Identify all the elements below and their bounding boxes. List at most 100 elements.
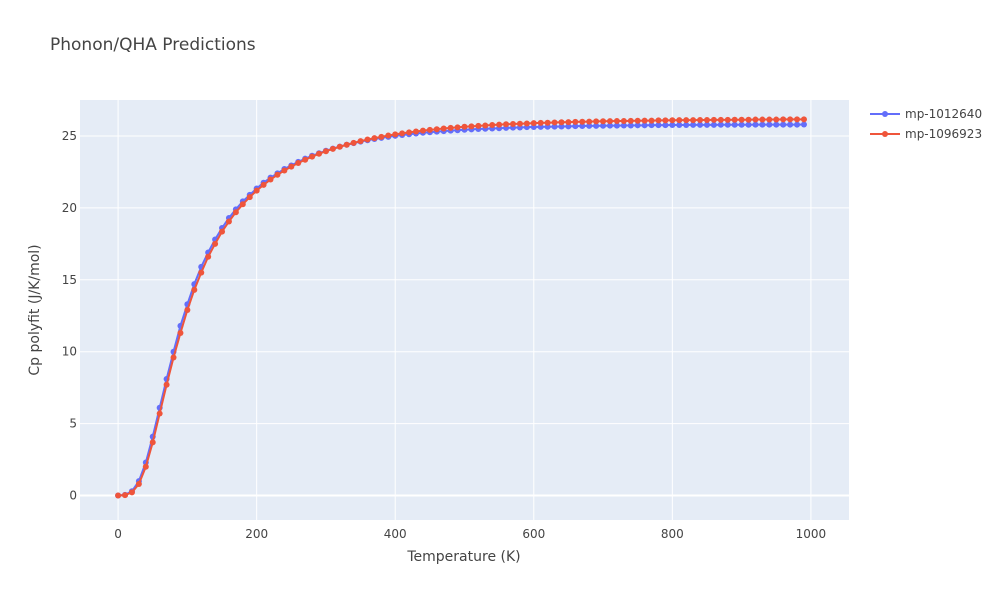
data-point bbox=[683, 117, 690, 124]
data-point bbox=[773, 116, 780, 123]
data-point bbox=[697, 121, 704, 128]
data-point bbox=[433, 126, 440, 133]
data-point bbox=[406, 129, 413, 136]
data-point bbox=[662, 122, 669, 129]
data-point bbox=[759, 121, 766, 128]
data-point bbox=[745, 121, 752, 128]
data-point bbox=[163, 381, 170, 388]
data-point bbox=[697, 116, 704, 123]
data-point bbox=[572, 123, 579, 130]
data-point bbox=[780, 116, 787, 123]
data-point bbox=[253, 187, 260, 194]
legend: mp-1012640 mp-1096923 bbox=[870, 107, 982, 141]
data-point bbox=[766, 116, 773, 123]
data-point bbox=[295, 160, 302, 166]
data-point bbox=[461, 123, 468, 130]
data-point bbox=[516, 120, 523, 127]
x-axis-ticks: 0 200 400 600 800 1000 bbox=[114, 527, 826, 541]
data-point bbox=[329, 145, 336, 152]
data-point bbox=[267, 176, 274, 183]
data-point bbox=[336, 143, 343, 150]
data-point bbox=[135, 481, 142, 488]
data-point bbox=[343, 141, 350, 148]
data-point bbox=[551, 119, 558, 126]
legend-marker bbox=[882, 111, 888, 117]
data-point bbox=[219, 228, 226, 235]
data-point bbox=[766, 121, 773, 128]
data-point bbox=[731, 121, 738, 128]
data-point bbox=[794, 116, 801, 123]
data-point bbox=[593, 122, 600, 129]
x-tick-label: 800 bbox=[661, 527, 684, 541]
data-point bbox=[600, 122, 607, 129]
data-point bbox=[496, 121, 503, 128]
data-point bbox=[579, 118, 586, 125]
data-point bbox=[787, 121, 794, 128]
plot-area bbox=[80, 100, 849, 520]
data-point bbox=[620, 118, 627, 124]
data-point bbox=[717, 116, 724, 123]
legend-item[interactable]: mp-1096923 bbox=[870, 127, 982, 141]
x-tick-label: 0 bbox=[114, 527, 122, 541]
data-point bbox=[523, 120, 530, 127]
data-point bbox=[738, 121, 745, 128]
data-point bbox=[274, 171, 281, 178]
data-point bbox=[606, 122, 613, 129]
data-point bbox=[627, 117, 634, 124]
data-point bbox=[669, 117, 676, 124]
data-point bbox=[676, 122, 683, 129]
data-point bbox=[676, 117, 683, 124]
data-point bbox=[648, 117, 655, 124]
y-tick-label: 5 bbox=[69, 417, 77, 431]
legend-item[interactable]: mp-1012640 bbox=[870, 107, 982, 121]
legend-label: mp-1012640 bbox=[905, 107, 982, 121]
y-axis-ticks: 0 5 10 15 20 25 bbox=[62, 129, 77, 503]
data-point bbox=[600, 118, 607, 125]
data-point bbox=[717, 121, 724, 128]
data-point bbox=[634, 122, 641, 129]
data-point bbox=[641, 117, 648, 124]
x-tick-label: 600 bbox=[522, 527, 545, 541]
data-point bbox=[586, 122, 593, 129]
data-point bbox=[738, 116, 745, 123]
data-point bbox=[156, 410, 163, 417]
data-point bbox=[662, 117, 669, 124]
x-tick-label: 200 bbox=[245, 527, 268, 541]
data-point bbox=[309, 153, 316, 160]
y-tick-label: 20 bbox=[62, 201, 77, 215]
data-point bbox=[399, 130, 406, 137]
data-point bbox=[731, 116, 738, 123]
legend-marker bbox=[882, 131, 888, 137]
data-point bbox=[551, 123, 558, 130]
data-point bbox=[641, 122, 648, 129]
data-point bbox=[558, 123, 565, 130]
data-point bbox=[724, 121, 731, 128]
data-point bbox=[191, 286, 198, 293]
data-point bbox=[558, 119, 565, 126]
series-line bbox=[117, 123, 804, 497]
y-axis-label: Cp polyfit (J/K/mol) bbox=[27, 244, 43, 375]
data-point bbox=[468, 123, 475, 130]
data-point bbox=[572, 118, 579, 125]
data-point bbox=[669, 122, 676, 129]
data-point bbox=[413, 128, 420, 135]
data-point bbox=[565, 123, 572, 130]
data-point bbox=[752, 121, 759, 128]
data-point bbox=[128, 489, 135, 496]
data-point bbox=[260, 181, 267, 188]
data-point bbox=[724, 116, 731, 123]
data-point bbox=[246, 194, 253, 201]
data-point bbox=[205, 253, 212, 260]
data-point bbox=[787, 116, 794, 123]
data-point bbox=[613, 122, 620, 129]
data-point bbox=[440, 125, 447, 132]
data-point bbox=[648, 122, 655, 129]
data-point bbox=[613, 118, 620, 124]
data-point bbox=[634, 117, 641, 124]
x-axis-label: Temperature (K) bbox=[406, 549, 520, 565]
data-point bbox=[794, 121, 801, 128]
series-layer bbox=[115, 116, 807, 499]
data-point bbox=[392, 131, 399, 138]
data-point bbox=[800, 116, 807, 123]
